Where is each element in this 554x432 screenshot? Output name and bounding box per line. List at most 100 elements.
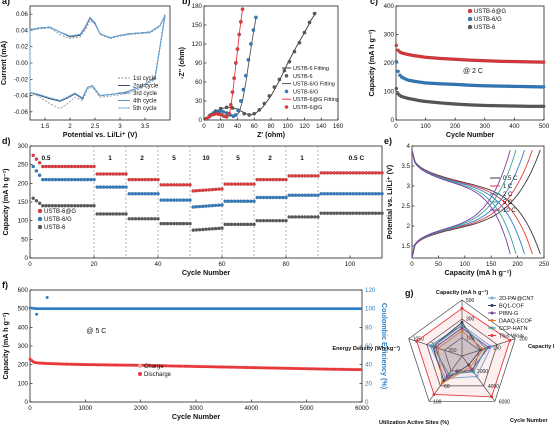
x-tick-label: 60 (251, 123, 258, 130)
y-tick-label: 600 (18, 287, 29, 294)
rate-point (41, 177, 45, 182)
x-tick-label: 1.5 (41, 123, 50, 130)
rate-point (229, 199, 234, 203)
cycle-point (394, 86, 398, 91)
rate-point (162, 198, 167, 202)
rate-point (306, 215, 311, 219)
y-axis-label: Potential vs. Li/Li⁺ (V) (385, 164, 394, 239)
radar-point (467, 363, 471, 367)
y-tick-label: 200 (384, 60, 395, 67)
eis-point (207, 115, 211, 119)
rate-point (60, 164, 64, 169)
rate-point (85, 177, 90, 182)
rate-point (159, 198, 163, 202)
rate-point (127, 217, 131, 221)
rate-point (162, 221, 167, 226)
rate-point (105, 212, 109, 216)
rate-point (188, 183, 192, 187)
radar-point (428, 344, 432, 348)
rate-point (53, 204, 58, 208)
x-axis-label: Potential vs. Li/Li⁺ (V) (63, 130, 138, 139)
rate-point (226, 222, 231, 227)
rate-point (44, 164, 48, 169)
rate-point (252, 199, 256, 203)
rate-point (261, 177, 266, 182)
rate-point (146, 177, 151, 182)
y2-axis-label: Coulombic Efficiency (%) (380, 303, 389, 390)
rate-point (281, 218, 285, 223)
rate-point (329, 211, 333, 215)
rate-point (207, 188, 211, 192)
rate-point (345, 171, 349, 175)
legend-label: USTB-6/G (293, 89, 318, 95)
legend-label: 10 C (503, 208, 516, 214)
rate-point (31, 196, 35, 200)
y-tick-label: 120 (192, 41, 203, 48)
rate-point (309, 193, 314, 197)
rate-point (242, 222, 247, 227)
legend-label: USTB-6 (474, 25, 496, 31)
x-tick-label: 2 (68, 123, 72, 130)
rate-point (316, 215, 320, 219)
legend-label: Charge (144, 364, 164, 370)
rate-point (159, 221, 163, 226)
panel-letter: d) (2, 136, 11, 146)
rate-point (185, 221, 189, 226)
rate-point (194, 189, 199, 193)
rate-point (210, 227, 215, 231)
y-axis-label: Capacity (mA h g⁻¹) (367, 29, 376, 97)
rate-point (300, 215, 304, 219)
rate-point (274, 218, 279, 223)
y-tick-label: 3 (407, 183, 411, 190)
rate-point (108, 185, 112, 189)
rate-point (111, 172, 115, 176)
rate-point (201, 188, 205, 192)
cycle-point (394, 43, 398, 48)
rate-point (117, 172, 122, 176)
x-tick-label: 0 (410, 261, 414, 268)
rate-point (242, 199, 247, 203)
eis-point (272, 85, 277, 89)
rate-point (319, 171, 323, 175)
rate-point (364, 211, 368, 215)
rate-point (82, 177, 87, 182)
rate-point (146, 192, 151, 196)
rate-point (268, 177, 272, 182)
eis-point (307, 20, 312, 25)
eis-point (239, 99, 243, 103)
rate-point (101, 212, 106, 216)
rate-point (201, 227, 205, 232)
rate-label: 0.5 C (349, 155, 365, 162)
rate-point (258, 218, 263, 223)
rate-point (377, 211, 381, 215)
rate-point (335, 211, 339, 215)
rate-point (89, 164, 93, 169)
radar-series-polygon (432, 324, 487, 375)
legend-marker (490, 326, 494, 330)
rate-point (367, 211, 371, 215)
legend-label: USTB-6@G Fitting (293, 97, 339, 103)
rate-point (361, 211, 365, 215)
rate-point (370, 192, 375, 196)
eis-point (235, 47, 240, 51)
rate-point (217, 187, 221, 191)
rate-point (143, 217, 147, 221)
rate-point (249, 182, 253, 186)
rate-point (357, 211, 362, 215)
rate-point (137, 192, 141, 196)
y-axis-label: Capacity (mA h g⁻¹) (1, 168, 10, 236)
x-tick-label: 6000 (355, 405, 369, 412)
rate-point (351, 211, 355, 215)
x-tick-label: 300 (480, 123, 491, 130)
rate-point (380, 211, 384, 215)
eis-point (221, 109, 226, 114)
rate-annotation: @ 5 C (86, 328, 106, 335)
legend-label: 3rd cycle (133, 91, 158, 97)
rate-point (348, 171, 352, 175)
panel-letter: g) (405, 288, 414, 298)
legend-swatch (138, 372, 142, 376)
rate-point (213, 187, 218, 192)
radar-point (475, 374, 479, 378)
radar-point (489, 344, 493, 348)
rate-point (303, 215, 307, 219)
